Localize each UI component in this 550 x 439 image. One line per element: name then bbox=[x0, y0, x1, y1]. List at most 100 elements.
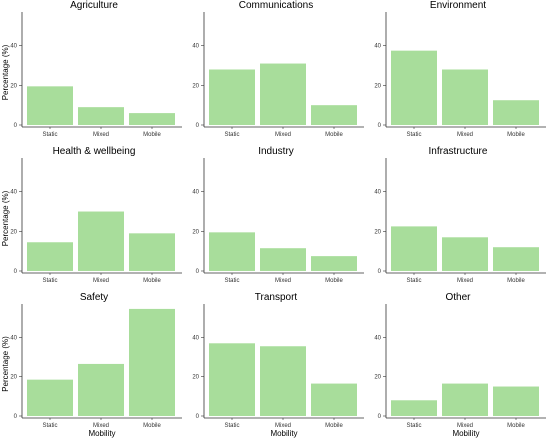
x-tick-label: Static bbox=[224, 278, 239, 284]
y-tick-label: 20 bbox=[374, 83, 381, 89]
y-tick-label: 20 bbox=[192, 229, 199, 235]
panel-communications: Communications Static Mixed Mobile 0 20 40 bbox=[192, 0, 364, 138]
x-tick-label: Static bbox=[42, 132, 57, 138]
bar-mobile bbox=[311, 105, 357, 125]
bar-mixed bbox=[78, 107, 124, 125]
x-tick-label: Mobile bbox=[143, 132, 161, 138]
bar-mixed bbox=[260, 248, 306, 271]
y-tick-label: 0 bbox=[14, 269, 18, 275]
y-tick-label: 0 bbox=[196, 414, 200, 420]
panel-title: Infrastructure bbox=[429, 146, 488, 157]
bar-mobile bbox=[129, 233, 175, 271]
x-tick-label: Mixed bbox=[93, 132, 109, 138]
x-tick-label: Mixed bbox=[457, 132, 473, 138]
bar-static bbox=[209, 232, 255, 271]
panel-title: Agriculture bbox=[70, 0, 118, 11]
y-tick-label: 20 bbox=[10, 83, 17, 89]
x-tick-label: Static bbox=[406, 278, 421, 284]
bar-mobile bbox=[493, 386, 539, 416]
bar-static bbox=[27, 86, 73, 125]
panel-health-wellbeing: Health & wellbeing Static Mixed Mobile 0 20 40… bbox=[1, 146, 182, 284]
bar-mobile bbox=[493, 100, 539, 125]
y-tick-label: 40 bbox=[192, 190, 199, 196]
x-tick-label: Static bbox=[224, 423, 239, 429]
x-tick-label: Mobile bbox=[325, 132, 343, 138]
y-tick-label: 40 bbox=[374, 44, 381, 50]
y-tick-label: 0 bbox=[14, 414, 18, 420]
bar-static bbox=[209, 69, 255, 125]
y-tick-label: 0 bbox=[378, 123, 382, 129]
y-tick-label: 40 bbox=[192, 44, 199, 50]
x-axis-title: Mobility bbox=[452, 429, 479, 438]
y-tick-label: 0 bbox=[378, 414, 382, 420]
y-tick-label: 0 bbox=[14, 123, 18, 129]
y-tick-label: 20 bbox=[374, 229, 381, 235]
panel-transport: Transport Static Mixed Mobile 0 20 40 Mobility bbox=[192, 292, 364, 438]
x-tick-label: Static bbox=[406, 132, 421, 138]
bar-static bbox=[391, 400, 437, 416]
x-tick-label: Mixed bbox=[275, 423, 291, 429]
panel-title: Health & wellbeing bbox=[53, 146, 136, 157]
x-axis-title: Mobility bbox=[270, 429, 297, 438]
x-tick-label: Mixed bbox=[93, 423, 109, 429]
panel-title: Communications bbox=[239, 0, 313, 11]
bar-mixed bbox=[442, 237, 488, 271]
x-axis-title: Mobility bbox=[88, 429, 115, 438]
y-tick-label: 20 bbox=[192, 375, 199, 381]
x-tick-label: Mixed bbox=[93, 278, 109, 284]
y-tick-label: 20 bbox=[192, 83, 199, 89]
bar-mobile bbox=[311, 256, 357, 271]
x-tick-label: Mobile bbox=[325, 278, 343, 284]
panel-other: Other Static Mixed Mobile 0 20 40 Mobility bbox=[374, 292, 546, 438]
x-tick-label: Mobile bbox=[507, 423, 525, 429]
panel-title: Environment bbox=[430, 0, 486, 11]
panel-title: Transport bbox=[255, 292, 298, 303]
y-tick-label: 0 bbox=[196, 123, 200, 129]
x-tick-label: Mobile bbox=[507, 278, 525, 284]
x-tick-label: Mixed bbox=[457, 423, 473, 429]
bar-static bbox=[27, 379, 73, 416]
bar-static bbox=[391, 226, 437, 271]
bar-mobile bbox=[493, 247, 539, 271]
bar-mobile bbox=[129, 113, 175, 125]
y-axis-title: Percentage (%) bbox=[1, 44, 10, 100]
panel-title: Safety bbox=[80, 292, 108, 303]
x-tick-label: Mobile bbox=[143, 278, 161, 284]
y-axis-title: Percentage (%) bbox=[1, 336, 10, 392]
y-tick-label: 0 bbox=[378, 269, 382, 275]
x-tick-label: Mobile bbox=[325, 423, 343, 429]
y-tick-label: 40 bbox=[374, 335, 381, 341]
y-tick-label: 0 bbox=[196, 269, 200, 275]
y-tick-label: 40 bbox=[192, 335, 199, 341]
y-tick-label: 40 bbox=[10, 190, 17, 196]
panel-title: Other bbox=[445, 292, 471, 303]
panel-title: Industry bbox=[258, 146, 294, 157]
bar-mixed bbox=[78, 211, 124, 271]
x-tick-label: Mobile bbox=[507, 132, 525, 138]
x-tick-label: Static bbox=[42, 278, 57, 284]
x-tick-label: Static bbox=[224, 132, 239, 138]
y-tick-label: 40 bbox=[10, 335, 17, 341]
bar-mixed bbox=[442, 383, 488, 416]
x-tick-label: Mixed bbox=[275, 278, 291, 284]
bar-mobile bbox=[311, 383, 357, 416]
bar-mobile bbox=[129, 308, 175, 416]
x-tick-label: Mixed bbox=[275, 132, 291, 138]
bar-mixed bbox=[260, 346, 306, 416]
x-tick-label: Static bbox=[406, 423, 421, 429]
bar-static bbox=[209, 343, 255, 416]
panel-infrastructure: Infrastructure Static Mixed Mobile 0 20 40 bbox=[374, 146, 546, 284]
x-tick-label: Static bbox=[42, 423, 57, 429]
bar-mixed bbox=[260, 63, 306, 125]
y-tick-label: 20 bbox=[374, 375, 381, 381]
panel-industry: Industry Static Mixed Mobile 0 20 40 bbox=[192, 146, 364, 284]
x-tick-label: Mixed bbox=[457, 278, 473, 284]
panel-agriculture: Agriculture Static Mixed Mobile 0 20 40Percent… bbox=[1, 0, 182, 138]
y-tick-label: 20 bbox=[10, 229, 17, 235]
y-tick-label: 20 bbox=[10, 375, 17, 381]
x-tick-label: Mobile bbox=[143, 423, 161, 429]
y-tick-label: 40 bbox=[374, 190, 381, 196]
bar-mixed bbox=[442, 69, 488, 125]
y-axis-title: Percentage (%) bbox=[1, 190, 10, 246]
